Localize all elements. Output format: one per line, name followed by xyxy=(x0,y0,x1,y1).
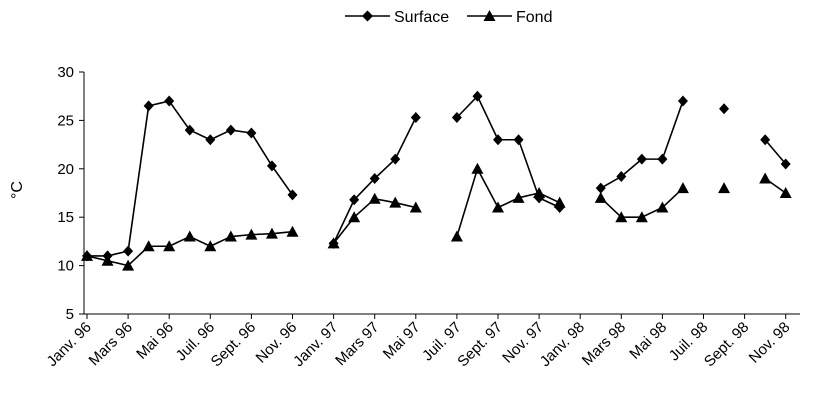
data-point-fond xyxy=(492,201,504,213)
x-tick-label: Janv. 97 xyxy=(290,319,341,370)
series-line-surface xyxy=(456,95,560,209)
data-point-surface xyxy=(410,111,421,123)
data-point-surface xyxy=(184,124,195,136)
data-point-surface xyxy=(266,160,277,172)
data-point-fond xyxy=(327,237,340,249)
data-point-fond xyxy=(224,230,237,242)
y-tick-label: 20 xyxy=(57,161,74,178)
data-point-surface xyxy=(164,95,175,107)
data-point-fond xyxy=(594,191,607,203)
x-tick-label: Janv. 98 xyxy=(537,319,588,370)
x-tick-label: Mars 97 xyxy=(332,319,382,369)
legend-triangle-marker xyxy=(483,10,496,21)
data-point-surface xyxy=(616,171,627,183)
x-tick-label: Sept. 98 xyxy=(701,319,753,371)
x-tick-label: Sept. 97 xyxy=(454,319,506,371)
data-point-fond xyxy=(204,240,217,252)
data-point-fond xyxy=(615,211,628,223)
data-point-surface xyxy=(369,172,380,184)
data-point-fond xyxy=(409,201,422,213)
series-line-surface xyxy=(600,100,684,189)
data-point-fond xyxy=(512,191,525,203)
data-point-surface xyxy=(205,134,216,146)
data-point-fond xyxy=(163,240,176,252)
data-point-fond xyxy=(122,259,135,271)
data-point-fond xyxy=(183,230,196,242)
data-point-surface xyxy=(287,189,298,201)
y-tick-label: 10 xyxy=(57,258,74,275)
data-point-fond xyxy=(101,254,114,266)
data-point-fond xyxy=(389,196,402,208)
data-point-fond xyxy=(656,201,669,213)
data-point-fond xyxy=(368,192,381,204)
data-point-fond xyxy=(553,196,566,208)
data-point-fond xyxy=(635,211,648,223)
legend: Surface Fond xyxy=(345,9,552,26)
data-point-surface xyxy=(595,182,606,194)
data-point-fond xyxy=(450,230,463,242)
data-point-surface xyxy=(349,194,360,206)
data-point-fond xyxy=(718,182,731,194)
y-tick-label: 5 xyxy=(66,306,74,323)
series-line-fond xyxy=(332,198,416,244)
data-point-surface xyxy=(390,153,401,165)
x-tick-label: Sept. 96 xyxy=(208,319,260,371)
data-point-surface xyxy=(760,134,771,146)
data-point-fond xyxy=(81,249,93,261)
y-ticks: 5 10 15 20 25 30 xyxy=(57,64,84,323)
series-line-fond xyxy=(456,168,560,237)
data-point-surface xyxy=(225,124,236,136)
data-point-fond xyxy=(245,228,258,240)
data-point-fond xyxy=(676,182,689,194)
data-point-surface xyxy=(636,153,647,165)
x-tick-label: Mai 98 xyxy=(626,319,670,363)
x-tick-label: Mars 98 xyxy=(579,319,629,369)
data-point-surface xyxy=(657,153,668,165)
x-tick-label: Mai 96 xyxy=(133,319,177,363)
legend-diamond-marker xyxy=(362,10,373,22)
data-point-fond xyxy=(759,172,772,184)
legend-label-surface: Surface xyxy=(394,9,449,26)
data-point-fond xyxy=(779,187,792,198)
data-point-surface xyxy=(123,245,134,257)
x-tick-label: Nov. 98 xyxy=(746,319,794,367)
data-point-fond xyxy=(265,227,278,239)
y-tick-label: 25 xyxy=(57,112,74,129)
series-line-surface xyxy=(764,139,787,165)
x-tick-label: Janv. 96 xyxy=(43,319,94,370)
legend-label-fond: Fond xyxy=(516,9,552,26)
data-point-fond xyxy=(286,225,299,237)
data-point-fond xyxy=(533,187,546,198)
data-point-surface xyxy=(472,90,483,102)
data-point-surface xyxy=(451,111,462,123)
data-point-surface xyxy=(719,103,730,115)
data-point-fond xyxy=(471,162,484,174)
x-tick-label: Mai 97 xyxy=(380,319,424,363)
data-point-surface xyxy=(143,100,154,112)
data-point-surface xyxy=(677,95,688,107)
data-point-fond xyxy=(348,211,361,223)
x-tick-label: Mars 96 xyxy=(86,319,136,369)
series-group xyxy=(81,90,792,271)
y-tick-label: 30 xyxy=(57,64,74,81)
data-point-surface xyxy=(513,134,524,146)
y-axis-title: °C xyxy=(9,181,26,199)
data-point-surface xyxy=(780,158,791,170)
data-point-fond xyxy=(142,240,155,252)
data-point-surface xyxy=(246,127,257,139)
data-point-surface xyxy=(493,134,503,146)
y-tick-label: 15 xyxy=(57,209,74,226)
